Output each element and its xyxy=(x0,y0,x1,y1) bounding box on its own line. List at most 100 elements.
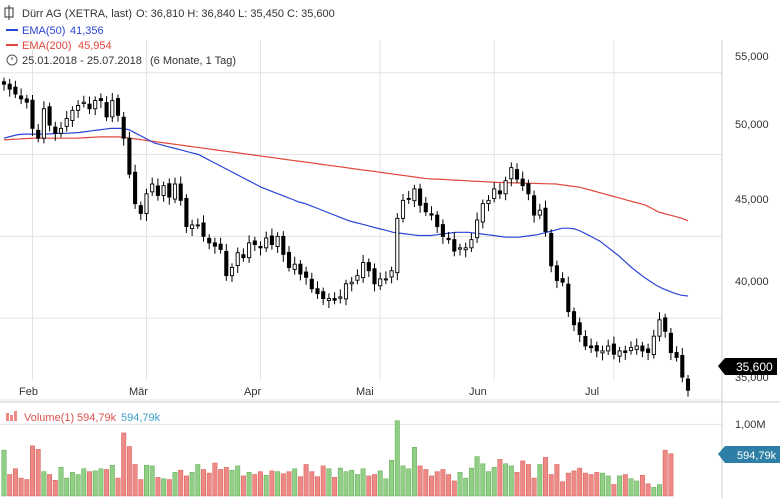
time-axis: Feb Mär Apr Mai Jun Jul xyxy=(19,386,599,398)
candle-body xyxy=(486,199,491,205)
candle-body xyxy=(520,178,525,187)
candle-body xyxy=(93,100,98,110)
volume-badge-text: 594,79k xyxy=(737,450,777,462)
candle-body xyxy=(571,311,577,326)
volume-bar xyxy=(320,465,326,497)
volume-bar xyxy=(639,474,645,497)
volume-bar xyxy=(75,474,81,497)
volume-bar xyxy=(1,449,7,497)
volume-bar xyxy=(263,474,269,497)
price-tick-40000: 40,000 xyxy=(735,276,769,288)
volume-bar xyxy=(64,477,70,497)
candle-body xyxy=(155,185,160,196)
candle-body xyxy=(355,275,360,281)
candle-body xyxy=(668,332,673,353)
candle-body xyxy=(195,224,200,227)
volume-bar xyxy=(315,476,320,497)
grid xyxy=(0,40,722,425)
ema50-legend-label: EMA(50) xyxy=(22,25,65,37)
volume-bar xyxy=(235,465,241,497)
candle-body xyxy=(30,99,35,129)
volume-bar xyxy=(212,462,218,497)
candle-body xyxy=(628,347,634,352)
candle-body xyxy=(247,242,252,259)
volume-bar xyxy=(126,446,132,497)
last-price-badge: 35,600 xyxy=(718,358,777,375)
volume-bar xyxy=(582,472,588,497)
volume-bar xyxy=(605,475,611,497)
candle-body xyxy=(161,185,166,196)
volume-bar xyxy=(360,468,366,497)
volume-bar xyxy=(560,481,566,497)
candle-body xyxy=(685,378,691,391)
candle-body xyxy=(457,247,463,250)
volume-bar xyxy=(275,471,281,497)
volume-bar xyxy=(87,471,92,497)
volume-bar xyxy=(155,477,161,497)
volume-bar xyxy=(178,469,184,497)
candle-body xyxy=(338,296,343,299)
candle-body xyxy=(53,126,58,134)
volume-badge: 594,79k xyxy=(718,446,780,463)
candle-body xyxy=(617,350,622,357)
volume-bar xyxy=(548,474,554,497)
candle-body xyxy=(321,291,326,299)
volume-bar xyxy=(132,464,138,497)
month-tick-jun: Jun xyxy=(469,386,487,398)
volume-bar xyxy=(30,445,35,497)
volume-bar xyxy=(98,468,104,497)
candle-body xyxy=(115,98,121,116)
candle-body xyxy=(480,203,485,223)
volume-bar xyxy=(240,475,246,497)
candle-body xyxy=(378,278,383,287)
candle-body xyxy=(332,298,337,301)
candle-body xyxy=(326,298,331,301)
volume-bar xyxy=(594,472,600,497)
candle-body xyxy=(315,288,320,295)
candle-body xyxy=(560,278,565,283)
ema50-line xyxy=(3,127,689,297)
volume-bar xyxy=(92,470,98,497)
candle-body xyxy=(343,283,349,300)
candle-body xyxy=(566,283,571,313)
volume-tick-1m: 1,00M xyxy=(735,419,766,431)
volume-bar xyxy=(486,471,491,497)
candle-body xyxy=(651,335,656,355)
candle-body xyxy=(252,240,257,245)
volume-bar xyxy=(58,467,64,497)
volume-bar xyxy=(337,467,343,497)
volume-bar xyxy=(446,474,452,497)
candle-body xyxy=(383,278,388,281)
candle-body xyxy=(509,167,514,180)
volume-bar xyxy=(543,457,548,497)
chart-legend: Dürr AG (XETRA, last) O: 36,810 H: 36,84… xyxy=(4,5,335,67)
volume-bar xyxy=(229,469,235,497)
volume-bar xyxy=(292,468,298,497)
candle-body xyxy=(98,98,103,101)
candle-body xyxy=(104,102,109,118)
volume-bar xyxy=(343,471,349,497)
candle-body xyxy=(172,183,178,200)
candle-body xyxy=(201,222,206,237)
volume-bar xyxy=(218,469,224,497)
candle-body xyxy=(349,281,354,285)
volume-icon-bar-1 xyxy=(6,413,9,421)
candle-body xyxy=(241,254,246,259)
candle-body xyxy=(680,355,685,378)
volume-bar xyxy=(383,478,389,497)
candle-body xyxy=(110,100,115,118)
volume-bar xyxy=(429,475,434,497)
candle-body xyxy=(184,197,189,227)
volume-bar xyxy=(280,473,286,497)
volume-bar xyxy=(628,478,634,497)
ema50-series xyxy=(3,127,689,297)
candle-body xyxy=(36,129,41,139)
candle-body xyxy=(218,243,223,250)
volume-bar xyxy=(554,464,560,497)
volume-bar xyxy=(115,477,121,497)
candle-body xyxy=(389,270,394,278)
candle-body xyxy=(235,252,240,266)
volume-bar xyxy=(149,465,155,497)
price-tick-55000: 55,000 xyxy=(735,51,769,63)
